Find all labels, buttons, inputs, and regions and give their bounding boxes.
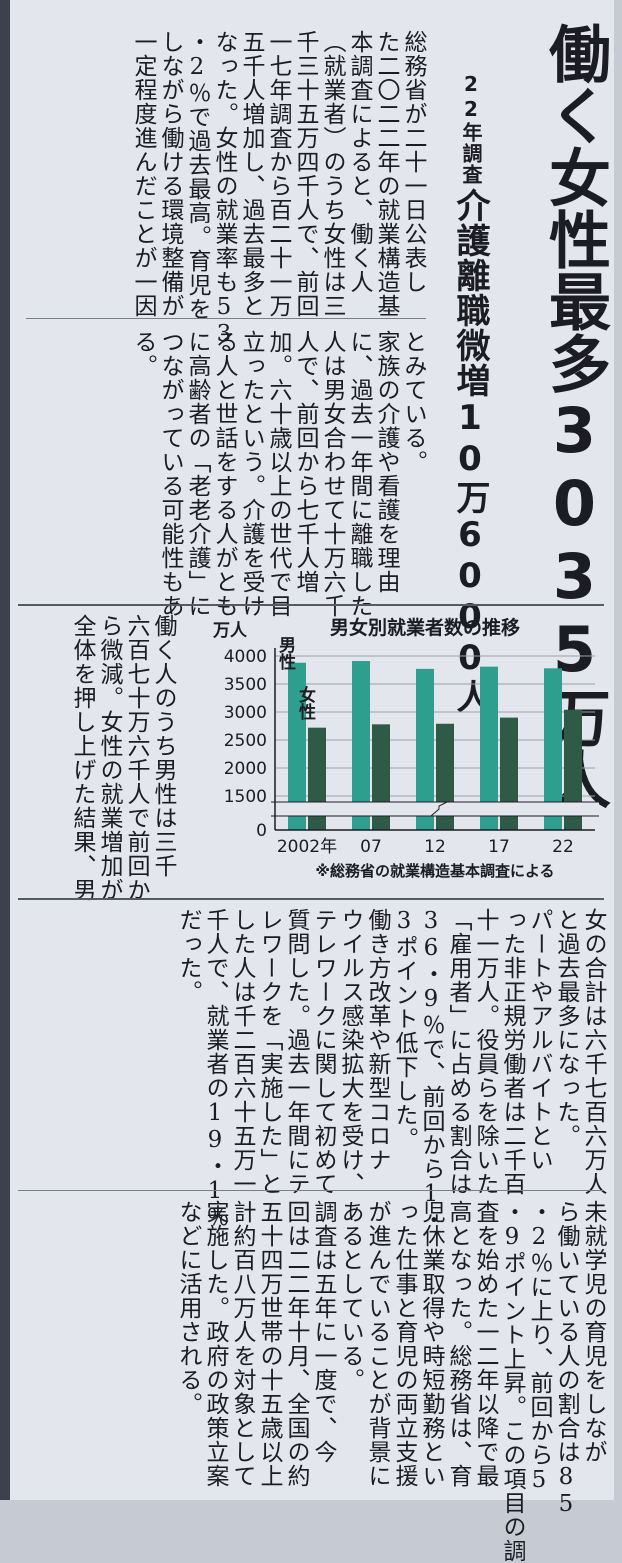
- text-column: だった。: [175, 908, 201, 1004]
- article-row4-block: 未就学児の育児をしなが ら働いている人の割合は85 ・2％に上り、前回から5 ・9ポイ…: [26, 1200, 606, 1563]
- text-column: 十一万人。役員らを除いた: [472, 908, 498, 1196]
- x-tick-label: 07: [360, 837, 382, 857]
- text-column: 加。六十歳以上の世代で目: [265, 330, 291, 618]
- text-column: 働き方改革や新型コロナ: [364, 908, 390, 1172]
- text-column: に、過去一年間に離職した: [346, 330, 372, 618]
- text-column: ら微減。女性の就業増加が: [96, 614, 122, 902]
- bar-male: [288, 662, 306, 830]
- text-column: 質問した。過去一年間にテ: [283, 908, 309, 1196]
- text-column: テレワークに関して初めて: [310, 908, 336, 1196]
- text-column: （就業者）のうち女性は三: [319, 30, 345, 318]
- text-column: 3ポイント低下した。: [391, 908, 417, 1151]
- article-chart-side: 働く人のうち男性は三千 六百七十万六千人で前回か ら微減。女性の就業増加が 全体を押し…: [26, 614, 176, 902]
- text-column: 36・9％で、前回から1・: [418, 908, 444, 1232]
- text-column: った非正規労働者は二千百: [499, 908, 525, 1196]
- separator-row3: [18, 1190, 604, 1191]
- text-column: 一定程度進んだことが一因: [130, 30, 156, 318]
- text-column: った仕事と育児の両立支援: [391, 1200, 417, 1488]
- text-column: 本調査によると、働く人: [346, 30, 372, 294]
- headline-year: 22年調査: [459, 72, 483, 185]
- text-column: が進んでいることが背景に: [364, 1200, 390, 1488]
- text-column: に高齢者の「老老介護」に: [184, 330, 210, 618]
- text-column: 全体を押し上げた結果、男: [69, 614, 95, 902]
- text-column: 実施した。政府の政策立案: [202, 1200, 228, 1488]
- y-tick-label: 2500: [224, 731, 267, 751]
- text-column: 六百七十万六千人で前回か: [123, 614, 149, 902]
- x-tick-label: 22: [552, 837, 574, 857]
- separator-top: [26, 318, 426, 319]
- text-column: 児休業取得や時短勤務とい: [418, 1200, 444, 1488]
- separator-chart-top: [18, 604, 604, 606]
- text-column: と過去最多になった。: [553, 908, 579, 1148]
- text-column: 千人で、就業者の19・1％: [202, 908, 228, 1229]
- chart-title: 男女別就業者数の推移: [330, 616, 520, 639]
- text-column: 人で、前回から七千人増: [292, 330, 318, 594]
- y-tick-label: 4000: [224, 647, 267, 667]
- text-column: ・9ポイント上昇。この項目の調: [499, 1200, 525, 1563]
- legend-female: 女性: [295, 685, 316, 721]
- y-tick-label: 3500: [224, 675, 267, 695]
- text-column: ら働いている人の割合は85: [553, 1200, 579, 1518]
- legend-male: 男性: [275, 636, 296, 671]
- bar-female: [564, 709, 582, 830]
- text-column: つながっている可能性もあ: [157, 330, 183, 618]
- text-column: る人と世話をする人がとも: [211, 330, 237, 618]
- text-column: ・2％に上り、前回から5: [526, 1200, 552, 1494]
- text-column: 計約百八万人を対象として: [229, 1200, 255, 1488]
- text-column: 査を始めた一二年以降で最: [472, 1200, 498, 1488]
- text-column: 回は二二年十月、全国の約: [283, 1200, 309, 1488]
- text-column: 千三十五万四千人で、前回: [292, 30, 318, 318]
- text-column: 女の合計は六千七百六万人: [580, 908, 606, 1196]
- text-column: 家族の介護や看護を理由: [373, 330, 399, 594]
- text-column: 一七年調査から百二十一万: [265, 30, 291, 318]
- article-top-block: 総務省が二十一日公表し た二〇二二年の就業構造基 本調査によると、働く人 （就業者）の…: [26, 30, 426, 348]
- bar-male: [416, 668, 434, 830]
- text-column: ウイルス感染拡大を受け、: [337, 908, 363, 1196]
- y-tick-label: 1500: [224, 787, 267, 807]
- text-column: 総務省が二十一日公表し: [400, 30, 426, 294]
- text-column: なった。女性の就業率も53: [211, 30, 237, 348]
- text-column: 働く人のうち男性は三千: [150, 614, 176, 878]
- text-column: 五千人増加し、過去最多と: [238, 30, 264, 318]
- separator-chart-bottom: [18, 898, 604, 900]
- text-column: 立ったという。介護を受け: [238, 330, 264, 618]
- newspaper-page: 働く女性最多3035万人 22年調査 介護離職微増10万6000人 総務省が二十…: [10, 0, 614, 1563]
- text-column: とみている。: [400, 330, 426, 474]
- headline-sub: 介護離職微増10万6000人: [450, 188, 490, 714]
- text-column: る。: [130, 330, 156, 378]
- y-tick-label: 2000: [224, 759, 267, 779]
- text-column: パートやアルバイトとい: [526, 908, 552, 1172]
- chart-source-note: ※総務省の就業構造基本調査による: [315, 862, 554, 880]
- employment-chart: 男女別就業者数の推移 万人 0 1500 2000 2500 3000 3500 4000 200…: [212, 616, 599, 880]
- text-column: 未就学児の育児をしなが: [580, 1200, 606, 1464]
- y-tick-label: 0: [256, 821, 267, 841]
- x-tick-label: 2002年: [277, 837, 337, 857]
- bar-male: [544, 668, 562, 830]
- text-column: あるとしている。: [337, 1200, 363, 1392]
- text-column: 調査は五年に一度で、今: [310, 1200, 336, 1464]
- x-tick-label: 12: [424, 837, 446, 857]
- article-row3-block: 女の合計は六千七百六万人 と過去最多になった。 パートやアルバイトとい った非正規労働…: [26, 908, 606, 1232]
- text-column: た二〇二二年の就業構造基: [373, 30, 399, 318]
- text-column: 「雇用者」に占める割合は: [445, 908, 471, 1196]
- bar-male: [480, 666, 498, 830]
- text-column: 五十四万世帯の十五歳以上: [256, 1200, 282, 1488]
- text-column: した人は千二百六十五万一: [229, 908, 255, 1196]
- text-column: 高となった。総務省は、育: [445, 1200, 471, 1488]
- text-column: などに活用される。: [175, 1200, 201, 1416]
- text-column: しながら働ける環境整備が: [157, 30, 183, 318]
- text-column: 人は男女合わせて十万六千: [319, 330, 345, 618]
- y-axis-unit: 万人: [212, 621, 248, 641]
- article-mid-block: とみている。 家族の介護や看護を理由 に、過去一年間に離職した 人は男女合わせて十万六…: [26, 330, 426, 618]
- x-tick-label: 17: [488, 837, 510, 857]
- page-edge: [0, 0, 10, 1500]
- bar-male: [352, 661, 370, 830]
- axis-break-band: [271, 802, 599, 816]
- text-column: レワークを「実施した」と: [256, 908, 282, 1196]
- y-tick-label: 3000: [224, 703, 267, 723]
- text-column: ・2％で過去最高。育児を: [184, 30, 210, 321]
- axis-break-zigzag: [430, 801, 448, 817]
